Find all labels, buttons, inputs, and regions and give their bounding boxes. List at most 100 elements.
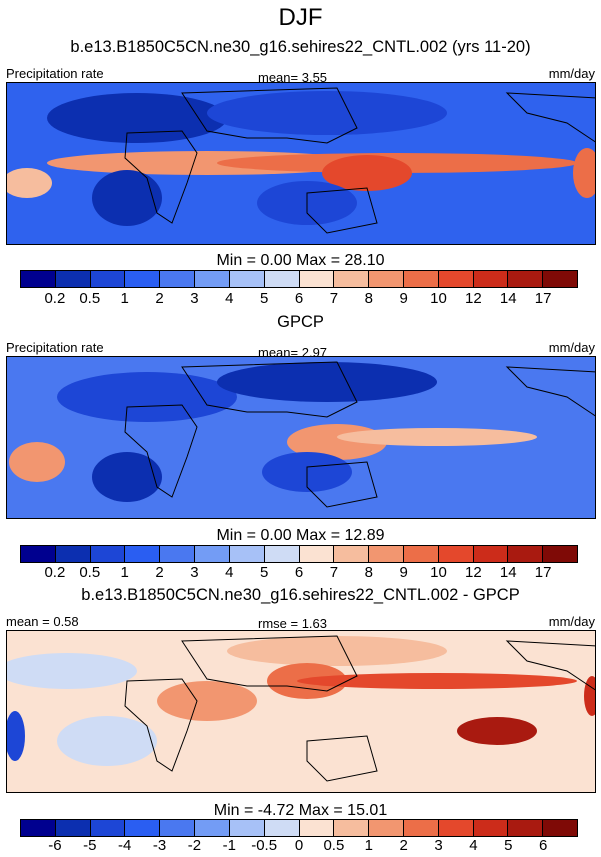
- colorbar-tick-label: 12: [465, 290, 482, 307]
- panel-3-map-diff-spcz: [457, 717, 537, 745]
- colorbar-tick-label: 8: [364, 564, 373, 581]
- panel-3-map-diff-south-atlantic: [57, 716, 157, 766]
- colorbar-tick-label: 0.2: [44, 290, 66, 307]
- colorbar-tick-label: 2: [399, 837, 408, 854]
- colorbar-tick-label: 5: [259, 290, 269, 307]
- colorbar-tick-label: 9: [399, 564, 408, 581]
- colorbar-tick-label: 0.2: [44, 564, 66, 581]
- colorbar-tick-label: 3: [190, 290, 199, 307]
- panel-3-rmse-label: rmse = 1.63: [258, 616, 328, 631]
- colorbar-tick-label: 0: [294, 837, 304, 854]
- colorbar-box: [90, 271, 126, 287]
- panel-3-mean-label: mean = 0.58: [6, 614, 79, 629]
- panel-2-map-plot: [7, 357, 595, 518]
- panel-3-map-australia-outline: [306, 735, 378, 782]
- colorbar-tick-label: 1: [120, 564, 129, 581]
- colorbar-tick-label: -3: [152, 837, 167, 854]
- panel-2-map-eurasia-outline: [181, 361, 358, 418]
- panel-1-map-eurasia-outline: [181, 87, 358, 144]
- panel-1-variable-label: Precipitation rate: [6, 66, 104, 81]
- colorbar-tick-label: 14: [499, 564, 517, 581]
- colorbar-tick-label: 17: [534, 290, 552, 307]
- panel-3-map-africa-outline: [124, 678, 198, 772]
- panel-3-map-diff-pacific-itcz: [297, 673, 577, 689]
- panel-2-subtitle: GPCP: [277, 313, 324, 331]
- colorbar-box: [334, 271, 370, 287]
- colorbar-box: [55, 546, 91, 562]
- panel-1-subtitle: b.e13.B1850C5CN.ne30_g16.sehires22_CNTL.…: [70, 38, 531, 56]
- colorbar-box: [90, 820, 126, 836]
- colorbar-box: [55, 271, 91, 287]
- colorbar-box: [229, 546, 265, 562]
- colorbar-tick-label: 9: [399, 290, 408, 307]
- colorbar-box: [543, 820, 577, 836]
- panel-1-map-americas-outline: [505, 92, 595, 143]
- panel-1-colorbar: [20, 270, 578, 288]
- panel-2-colorbar: [20, 545, 578, 563]
- colorbar-box: [334, 546, 370, 562]
- panel-3-map-diff-indian: [157, 681, 257, 721]
- colorbar-tick-label: -4: [117, 837, 132, 854]
- colorbar-box: [369, 271, 404, 287]
- colorbar-box: [403, 271, 439, 287]
- colorbar-box: [160, 546, 196, 562]
- colorbar-box: [299, 820, 335, 836]
- panel-2-map-australia-outline: [306, 461, 378, 508]
- colorbar-box: [195, 271, 230, 287]
- colorbar-box: [369, 546, 404, 562]
- panel-3-map: [6, 630, 596, 793]
- panel-1-map-australia-outline: [306, 187, 378, 234]
- colorbar-box: [264, 546, 300, 562]
- colorbar-box: [369, 820, 404, 836]
- colorbar-box: [21, 546, 56, 562]
- panel-1-mean-label: mean= 3.55: [258, 70, 328, 85]
- panel-1-map-plot: [7, 83, 595, 244]
- colorbar-tick-label: 2: [155, 290, 164, 307]
- colorbar-box: [229, 271, 265, 287]
- colorbar-tick-label: 6: [294, 564, 304, 581]
- colorbar-tick-label: -0.5: [251, 837, 278, 854]
- panel-2-colorbar-ticks: 0.2 0.5 1 2 3 4 5 6 7 8 9 10 12 14 17: [20, 564, 578, 582]
- colorbar-tick-label: 4: [225, 564, 234, 581]
- colorbar-box: [21, 271, 56, 287]
- panel-1-colorbar-ticks: 0.2 0.5 1 2 3 4 5 6 7 8 9 10 12 14 17: [20, 290, 578, 308]
- panel-3-units-label: mm/day: [548, 614, 595, 629]
- panel-2-map-dry-south-atlantic: [92, 452, 162, 502]
- panel-2-units-label: mm/day: [548, 340, 595, 355]
- colorbar-tick-label: 10: [430, 290, 447, 307]
- colorbar-box: [160, 820, 196, 836]
- colorbar-tick-label: 3: [190, 564, 199, 581]
- colorbar-tick-label: 10: [430, 564, 447, 581]
- colorbar-tick-label: 1: [364, 837, 373, 854]
- colorbar-box: [264, 271, 300, 287]
- colorbar-box: [508, 546, 544, 562]
- colorbar-box: [264, 820, 300, 836]
- panel-2-map-south-america-rain: [9, 442, 65, 482]
- colorbar-box: [125, 820, 161, 836]
- panel-2-map: [6, 356, 596, 519]
- colorbar-tick-label: 8: [364, 290, 373, 307]
- panel-2-map-africa-outline: [124, 404, 198, 498]
- colorbar-box: [473, 820, 509, 836]
- colorbar-box: [125, 546, 161, 562]
- colorbar-tick-label: 6: [294, 290, 304, 307]
- panel-1-map-east-edge-rain: [573, 148, 595, 198]
- colorbar-box: [543, 546, 577, 562]
- colorbar-box: [508, 820, 544, 836]
- colorbar-tick-label: 7: [329, 290, 339, 307]
- colorbar-box: [195, 546, 230, 562]
- colorbar-box: [160, 271, 196, 287]
- panel-3-map-eurasia-outline: [181, 635, 358, 692]
- colorbar-tick-label: 17: [534, 564, 552, 581]
- colorbar-tick-label: -6: [48, 837, 62, 854]
- panel-3-map-diff-east-edge: [584, 676, 595, 716]
- colorbar-tick-label: 4: [225, 290, 234, 307]
- panel-2-map-itcz-pacific: [337, 428, 537, 446]
- colorbar-box: [229, 820, 265, 836]
- colorbar-box: [21, 820, 56, 836]
- colorbar-tick-label: 4: [469, 837, 478, 854]
- colorbar-tick-label: -2: [187, 837, 202, 854]
- colorbar-tick-label: 12: [465, 564, 482, 581]
- panel-2-map-dry-asia: [217, 362, 437, 402]
- colorbar-box: [473, 271, 509, 287]
